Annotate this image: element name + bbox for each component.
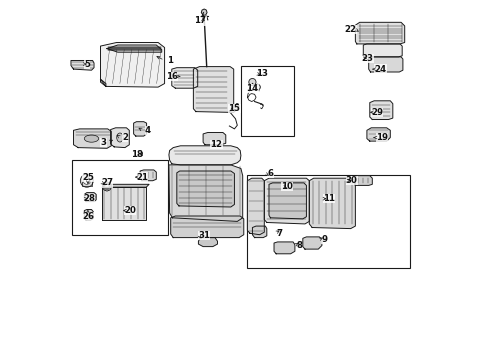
Polygon shape [264,178,309,224]
Polygon shape [101,79,106,86]
Polygon shape [140,170,156,181]
Text: 4: 4 [144,126,151,135]
Text: 20: 20 [124,206,136,215]
Text: 31: 31 [198,231,210,240]
Text: 5: 5 [84,60,90,69]
Circle shape [254,84,260,90]
Text: 17: 17 [194,17,206,26]
Polygon shape [170,216,244,238]
Text: 10: 10 [281,182,292,191]
Bar [72,160,168,235]
Text: 24: 24 [374,65,386,74]
Text: 2: 2 [122,133,128,142]
Text: 16: 16 [165,72,178,81]
Polygon shape [71,60,94,70]
Text: 9: 9 [321,235,327,244]
Text: 21: 21 [136,173,147,182]
Bar [241,66,294,136]
Ellipse shape [84,135,99,142]
Polygon shape [302,237,321,249]
Text: 11: 11 [323,194,334,203]
Polygon shape [363,44,401,57]
Text: 22: 22 [344,25,356,34]
Polygon shape [309,178,355,229]
Polygon shape [203,132,225,145]
Polygon shape [229,104,239,112]
Polygon shape [201,9,206,15]
Polygon shape [168,146,241,165]
Text: 14: 14 [246,84,258,93]
Polygon shape [273,242,294,254]
Text: 19: 19 [375,133,387,142]
Text: 6: 6 [267,169,273,178]
Circle shape [103,188,105,190]
Text: 27: 27 [101,179,113,188]
Circle shape [106,189,108,191]
Circle shape [103,183,105,185]
Polygon shape [84,210,93,220]
Text: 1: 1 [166,56,172,65]
Polygon shape [198,238,217,247]
Circle shape [108,183,110,185]
Polygon shape [369,101,392,120]
Text: 13: 13 [255,69,267,78]
Circle shape [248,78,256,86]
Text: 7: 7 [276,229,282,238]
Circle shape [109,185,111,188]
Text: 15: 15 [228,104,240,113]
Polygon shape [354,176,371,185]
Polygon shape [177,171,234,207]
Circle shape [102,185,104,188]
Polygon shape [252,226,266,238]
Polygon shape [73,129,111,148]
Ellipse shape [117,133,123,142]
Polygon shape [268,183,306,219]
Text: 8: 8 [296,241,302,250]
Text: 29: 29 [370,108,382,117]
Text: 30: 30 [345,176,357,185]
Text: 3: 3 [100,138,106,147]
Polygon shape [133,122,146,136]
Polygon shape [171,68,197,88]
Polygon shape [168,165,242,221]
Text: 28: 28 [83,194,95,203]
Polygon shape [193,67,233,112]
Text: 12: 12 [210,140,222,149]
Polygon shape [101,42,164,87]
Bar [247,175,409,268]
Circle shape [83,177,90,184]
Polygon shape [366,128,389,141]
Polygon shape [110,128,129,148]
Text: 25: 25 [82,173,94,182]
Text: 26: 26 [81,212,94,221]
Circle shape [104,184,109,189]
Polygon shape [102,187,146,220]
Circle shape [108,188,110,190]
Circle shape [80,174,93,187]
Text: 23: 23 [361,54,373,63]
Circle shape [102,182,111,191]
Polygon shape [355,22,404,44]
Polygon shape [102,184,149,187]
Polygon shape [247,178,264,235]
Polygon shape [107,45,162,52]
Polygon shape [84,193,96,202]
Polygon shape [368,57,402,72]
Text: 18: 18 [131,150,143,159]
Circle shape [106,182,108,184]
